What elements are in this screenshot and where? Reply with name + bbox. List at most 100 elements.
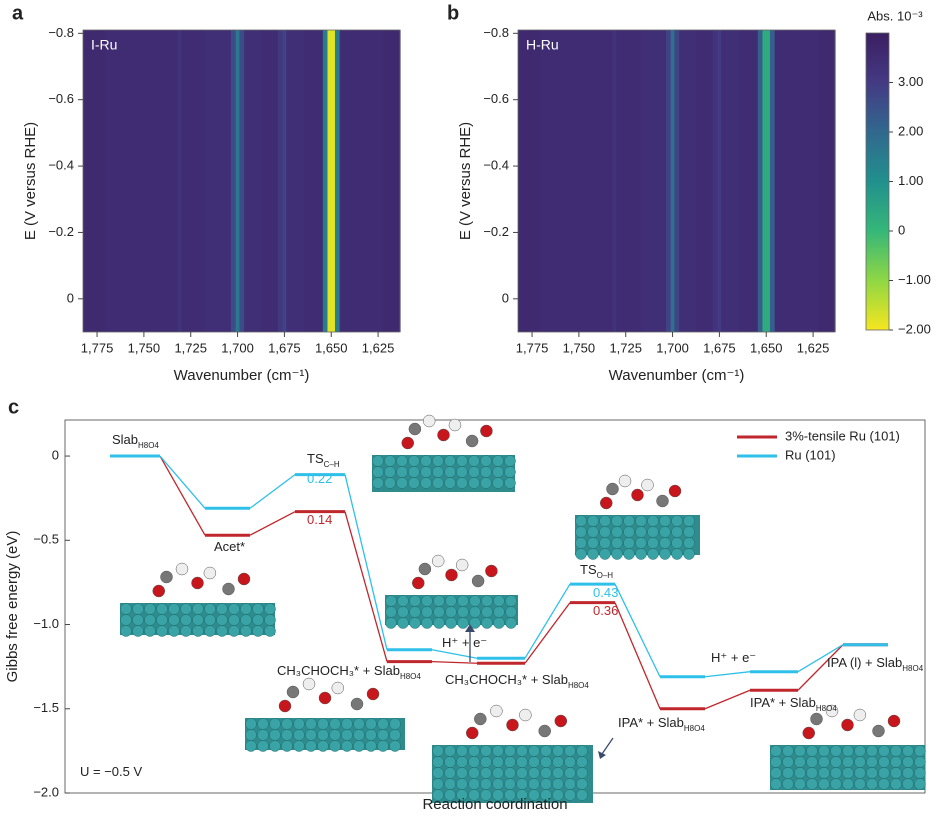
annotation: 0.22 — [307, 471, 332, 486]
heat-cell — [674, 30, 680, 332]
heat-cell — [790, 30, 820, 332]
slab-atom — [204, 603, 216, 615]
slab-atom — [564, 745, 576, 757]
slab-atom — [281, 729, 293, 741]
colorbar-tick-label: −2.00 — [898, 321, 931, 336]
slab-atom — [469, 595, 481, 607]
slab-atom — [587, 537, 599, 549]
slab-atom — [420, 466, 432, 478]
slab-atom — [842, 745, 854, 757]
slab-atom — [252, 603, 264, 615]
slab-atom — [492, 455, 504, 467]
heat-cell — [282, 30, 287, 332]
molecule-atom — [412, 576, 425, 590]
slab-atom — [854, 745, 866, 757]
slab-atom — [683, 537, 695, 549]
slab-atom — [683, 526, 695, 538]
slab-atom — [132, 603, 144, 615]
slab-atom — [866, 756, 878, 768]
heat-cell — [322, 30, 329, 332]
slab-atom — [806, 767, 818, 779]
slab-atom — [420, 455, 432, 467]
slab-atom — [216, 603, 228, 615]
x-tick-label: 1,650 — [750, 340, 783, 355]
slab-atom — [228, 614, 240, 626]
heat-cell — [331, 30, 336, 332]
y-tick-label: 0 — [52, 447, 59, 462]
slab-atom — [866, 767, 878, 779]
molecule-atom — [485, 564, 498, 578]
slab-atom — [492, 466, 504, 478]
molecule-atom — [222, 582, 235, 596]
slab-atom — [493, 595, 505, 607]
slab-atom — [504, 767, 516, 779]
molecule-atom — [618, 474, 632, 488]
molecule-atom — [302, 677, 316, 691]
heat-cell — [518, 30, 541, 332]
slab-atom — [552, 756, 564, 768]
slab-atom — [659, 515, 671, 527]
slab-atom — [372, 466, 384, 478]
molecule-atom — [350, 697, 364, 711]
slab-atom — [180, 614, 192, 626]
slab-atom — [599, 526, 611, 538]
slab-atom — [659, 548, 671, 560]
slab-atom — [240, 614, 252, 626]
slab-atom — [480, 767, 492, 779]
annotation: Acet* — [214, 539, 245, 554]
slab-atom — [623, 515, 635, 527]
slab-atom — [552, 778, 564, 790]
slab-atom — [456, 455, 468, 467]
slab-atom — [317, 740, 329, 752]
x-tick-label: 1,750 — [563, 340, 596, 355]
annotation-text: 0.36 — [593, 603, 618, 618]
molecule-atom — [152, 584, 165, 598]
annotation: TSO–H — [580, 562, 613, 579]
connector — [431, 660, 478, 664]
slab-atom — [384, 455, 396, 467]
slab-atom — [635, 548, 647, 560]
annotation: H⁺ + e⁻ — [442, 635, 487, 650]
annotation: IPA* + SlabH8O4 — [618, 715, 705, 732]
slab-atom — [408, 477, 420, 489]
slab-atom — [854, 756, 866, 768]
slab-atom — [444, 477, 456, 489]
slab-atom — [445, 606, 457, 618]
slab-atom — [552, 789, 564, 801]
slab-atom — [599, 515, 611, 527]
slab-atom — [587, 526, 599, 538]
heat-cell — [235, 30, 241, 332]
slab-atom — [770, 756, 782, 768]
slab-atom — [180, 625, 192, 637]
slab-atom — [468, 466, 480, 478]
slab-atom — [659, 526, 671, 538]
slab-atom — [305, 729, 317, 741]
heat-cell — [695, 30, 714, 332]
slab-atom — [408, 466, 420, 478]
heat-cell — [334, 30, 341, 332]
slab-atom — [384, 466, 396, 478]
x-axis-label: Reaction coordination — [422, 796, 567, 813]
slab-atom — [444, 466, 456, 478]
x-tick-label: 1,625 — [797, 340, 830, 355]
slab-atom — [794, 756, 806, 768]
annotation-text: 0.14 — [307, 512, 332, 527]
annotation-subscript: H8O4 — [684, 724, 705, 733]
slab-atom — [564, 756, 576, 768]
molecule-atom — [437, 428, 450, 442]
slab-atom — [281, 718, 293, 730]
heat-cell — [304, 30, 324, 332]
slab-atom — [445, 595, 457, 607]
slab-atom — [576, 767, 588, 779]
slab-atom — [540, 745, 552, 757]
slab-atom — [293, 729, 305, 741]
slab-atom — [432, 756, 444, 768]
slab-atom — [540, 778, 552, 790]
heat-cell — [181, 30, 207, 332]
slab-atom — [457, 617, 469, 629]
annotation: 0.14 — [307, 512, 332, 527]
slab-atom — [528, 745, 540, 757]
heat-cell — [539, 30, 580, 332]
slab-atom — [902, 756, 914, 768]
